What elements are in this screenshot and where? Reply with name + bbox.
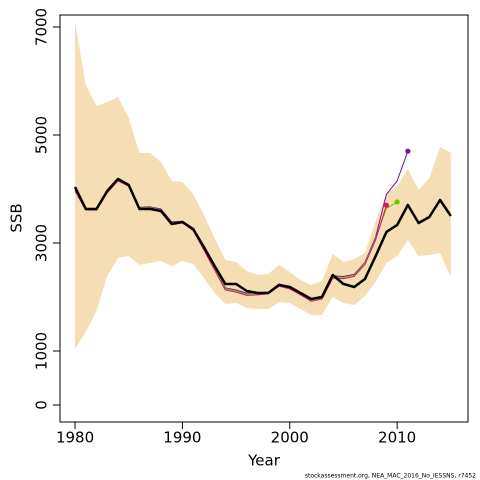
footnote: stockassessment.org, NEA_MAC_2016_No_IES… (305, 473, 476, 480)
end-point (405, 148, 411, 154)
y-tick-label: 3000 (33, 224, 51, 262)
end-point (394, 199, 400, 205)
y-tick-label: 1000 (33, 332, 51, 370)
x-tick-label: 1980 (56, 429, 94, 447)
plot-frame (59, 14, 469, 423)
end-point (383, 202, 389, 208)
x-tick-label: 1990 (163, 429, 201, 447)
y-tick-label: 0 (33, 400, 51, 410)
y-tick-label: 7000 (33, 8, 51, 46)
y-tick-label: 5000 (33, 116, 51, 154)
x-tick-label: 2010 (378, 429, 416, 447)
x-axis-label: Year (247, 452, 281, 470)
confidence-band (75, 21, 451, 349)
ssb-line (73, 177, 452, 301)
y-axis-label: SSB (8, 203, 26, 232)
x-tick-label: 2000 (271, 429, 309, 447)
